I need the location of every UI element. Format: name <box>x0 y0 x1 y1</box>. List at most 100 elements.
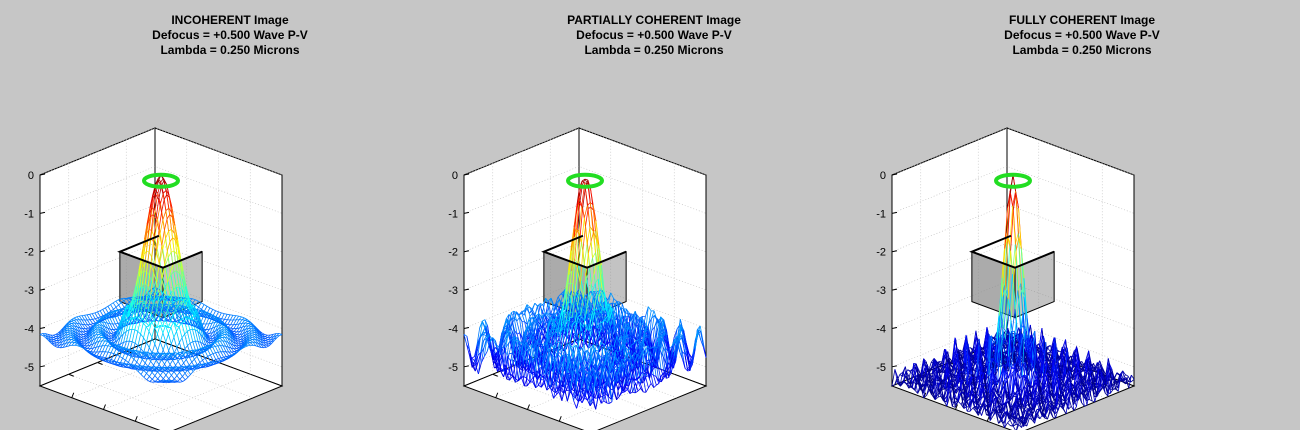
mesh-segment <box>164 250 168 264</box>
mesh-segment <box>110 302 114 305</box>
mesh-segment <box>179 273 183 290</box>
mesh-segment <box>155 359 160 365</box>
mesh-segment <box>112 316 116 318</box>
mesh-segment <box>167 272 171 283</box>
mesh-segment <box>197 331 201 335</box>
mesh-segment <box>159 370 163 372</box>
mesh-segment <box>102 351 106 358</box>
mesh-segment <box>194 356 198 360</box>
mesh-segment <box>238 319 243 325</box>
mesh-segment <box>151 320 155 323</box>
mesh-segment <box>254 339 259 344</box>
mesh-segment <box>170 291 174 300</box>
mesh-segment <box>125 320 130 332</box>
mesh-segment <box>199 317 203 326</box>
mesh-segment <box>150 352 154 354</box>
z-tick-label: -3 <box>24 285 34 297</box>
mesh-segment <box>107 332 112 337</box>
mesh-segment <box>170 327 175 338</box>
mesh-segment <box>223 325 227 327</box>
mesh-segment <box>244 319 248 321</box>
mesh-segment <box>218 329 222 335</box>
mesh-segment <box>126 364 130 368</box>
mesh-segment <box>180 308 185 318</box>
mesh-segment <box>155 250 160 264</box>
mesh-segment <box>179 352 183 356</box>
mesh-segment <box>86 336 90 341</box>
mesh-segment <box>118 298 122 301</box>
mesh-segment <box>68 341 72 347</box>
mesh-segment <box>99 351 103 357</box>
mesh-segment <box>267 337 271 341</box>
mesh-segment <box>165 265 169 281</box>
mesh-segment <box>227 337 231 341</box>
mesh-segment <box>185 356 190 360</box>
mesh-segment <box>114 335 118 343</box>
mesh-segment <box>164 352 168 356</box>
mesh-segment <box>90 343 94 349</box>
mesh-segment <box>153 308 158 322</box>
mesh-segment <box>122 307 126 309</box>
mesh-segment <box>154 350 159 358</box>
mesh-segment <box>192 299 196 303</box>
mesh-segment <box>142 321 146 323</box>
mesh-segment <box>591 283 596 293</box>
mesh-segment <box>227 331 231 335</box>
mesh-segment <box>136 302 141 305</box>
mesh-segment <box>169 359 174 365</box>
mesh-segment <box>197 322 201 327</box>
mesh-segment <box>214 346 219 353</box>
mesh-segment <box>106 359 110 364</box>
x-tick-mark <box>495 392 499 398</box>
mesh-segment <box>178 318 182 323</box>
mesh-segment <box>173 337 178 348</box>
mesh-segment <box>592 252 596 258</box>
mesh-segment <box>214 317 218 319</box>
mesh-segment <box>201 352 206 359</box>
mesh-segment <box>122 347 126 351</box>
mesh-segment <box>116 345 120 349</box>
mesh-segment <box>120 302 125 308</box>
mesh-segment <box>58 331 62 335</box>
mesh-segment <box>142 289 147 301</box>
mesh-segment <box>74 328 78 331</box>
mesh-segment <box>204 332 208 338</box>
mesh-segment <box>195 321 199 329</box>
mesh-segment <box>178 367 182 370</box>
mesh-segment <box>126 301 130 305</box>
mesh-segment <box>157 310 162 316</box>
mesh-segment <box>172 353 176 357</box>
mesh-segment <box>127 352 131 356</box>
mesh-segment <box>59 341 63 346</box>
mesh-segment <box>168 343 172 352</box>
mesh-segment <box>265 343 269 346</box>
mesh-segment <box>239 347 244 351</box>
mesh-segment <box>142 362 146 369</box>
mesh-segment <box>230 347 235 352</box>
mesh-segment <box>137 367 142 372</box>
mesh-segment <box>279 334 283 336</box>
mesh-segment <box>193 349 197 353</box>
mesh-segment <box>106 317 111 324</box>
mesh-segment <box>182 279 186 294</box>
mesh-segment <box>127 349 132 355</box>
mesh-segment <box>129 299 133 303</box>
mesh-segment <box>230 319 234 325</box>
mesh-segment <box>234 351 238 354</box>
mesh-segment <box>145 321 150 327</box>
mesh-segment <box>106 312 110 315</box>
mesh-segment <box>140 323 144 335</box>
mesh-segment <box>217 340 221 343</box>
mesh-segment <box>219 333 223 337</box>
mesh-segment <box>87 324 91 328</box>
mesh-segment <box>82 328 86 332</box>
mesh-segment <box>111 310 115 313</box>
mesh-segment <box>86 333 90 338</box>
mesh-segment <box>153 272 157 283</box>
mesh-segment <box>242 325 246 331</box>
mesh-segment <box>143 321 147 324</box>
mesh-segment <box>260 341 264 343</box>
mesh-segment <box>189 328 193 331</box>
mesh-segment <box>246 332 250 337</box>
mesh-segment <box>140 333 144 339</box>
